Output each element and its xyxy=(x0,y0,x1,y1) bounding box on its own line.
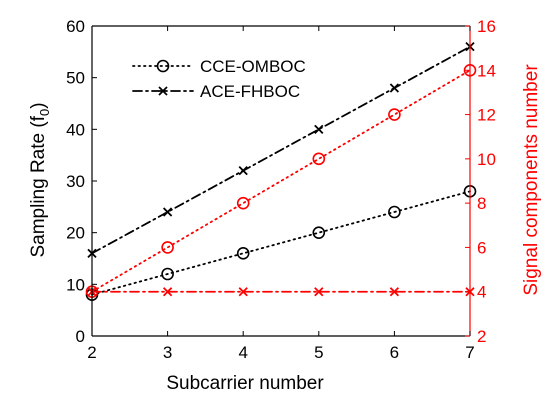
series-2-point-4 xyxy=(388,108,401,121)
x-axis-label: Subcarrier number xyxy=(166,373,324,394)
legend-marker-0 xyxy=(156,59,170,73)
x-tick-label-2: 4 xyxy=(238,343,247,362)
series-1-point-1 xyxy=(162,207,173,217)
x-tick-label-1: 3 xyxy=(163,343,172,362)
series-1-point-1-stroke-b xyxy=(162,207,173,217)
series-3-point-4-stroke-b xyxy=(389,287,400,297)
series-0-line xyxy=(91,190,471,296)
y-axis-left-label: Sampling Rate (f0) xyxy=(28,102,52,257)
y-left-tick-label-0: 0 xyxy=(76,327,85,346)
legend-marker-1-stroke-b xyxy=(158,86,168,96)
series-3-point-3-stroke-b xyxy=(314,287,324,297)
series-3-point-2-stroke-b xyxy=(238,287,248,297)
series-0-point-2 xyxy=(236,247,250,260)
series-3-point-3 xyxy=(314,287,324,297)
series-0-point-4 xyxy=(388,205,401,219)
y-left-tick-label-1: 10 xyxy=(66,275,85,294)
y-left-tick-label-6: 60 xyxy=(66,17,85,36)
series-3-point-1-stroke-b xyxy=(162,287,173,297)
y-right-tick-label-2: 6 xyxy=(477,238,486,257)
series-1-point-2 xyxy=(238,166,248,176)
axis-labels: Subcarrier number Sampling Rate (f0) Sig… xyxy=(28,64,542,394)
y-right-tick-label-3: 8 xyxy=(477,194,486,213)
x-tick-label-4: 6 xyxy=(390,343,399,362)
y-right-tick-label-1: 4 xyxy=(477,283,486,302)
series-1-point-4 xyxy=(389,83,400,93)
legend-label-0: CCE-OMBOC xyxy=(200,57,306,76)
y-right-tick-label-7: 16 xyxy=(477,17,496,36)
series-1-line xyxy=(91,45,471,255)
legend-label-1: ACE-FHBOC xyxy=(200,82,300,101)
x-tick-label-5: 7 xyxy=(465,343,474,362)
series-3-point-1 xyxy=(162,287,173,297)
series-2-point-3 xyxy=(312,152,326,166)
y-left-tick-label-3: 30 xyxy=(66,172,85,191)
y-left-tick-label-4: 40 xyxy=(66,120,85,139)
x-tick-label-3: 5 xyxy=(314,343,323,362)
series-0-point-1 xyxy=(161,267,174,281)
legend-marker-1 xyxy=(158,86,168,96)
series-2-line xyxy=(91,69,471,293)
x-tick-label-0: 2 xyxy=(87,343,96,362)
axes: 2 3 4 5 6 7 0 10 20 30 40 50 60 2 4 6 8 10 12 14 16 xyxy=(66,17,496,362)
series-1-point-3 xyxy=(314,124,324,134)
series-1-point-3-stroke-b xyxy=(314,124,324,134)
y-right-tick-label-4: 10 xyxy=(477,150,496,169)
series-1-point-4-stroke-b xyxy=(389,83,400,93)
legend: CCE-OMBOC ACE-FHBOC xyxy=(132,57,306,101)
y-left-tick-label-2: 20 xyxy=(66,224,85,243)
series-3-point-4 xyxy=(389,287,400,297)
series-3-point-2 xyxy=(238,287,248,297)
series-2-point-2 xyxy=(236,196,250,210)
series-1-point-2-stroke-b xyxy=(238,166,248,176)
y-left-tick-label-5: 50 xyxy=(66,69,85,88)
y-right-tick-label-0: 2 xyxy=(477,327,486,346)
series-0-point-3 xyxy=(312,226,326,239)
series-2-point-1 xyxy=(161,241,174,254)
y-right-tick-label-6: 14 xyxy=(477,61,496,80)
y-axis-right-label: Signal components number xyxy=(521,64,542,296)
y-right-tick-label-5: 12 xyxy=(477,106,496,125)
